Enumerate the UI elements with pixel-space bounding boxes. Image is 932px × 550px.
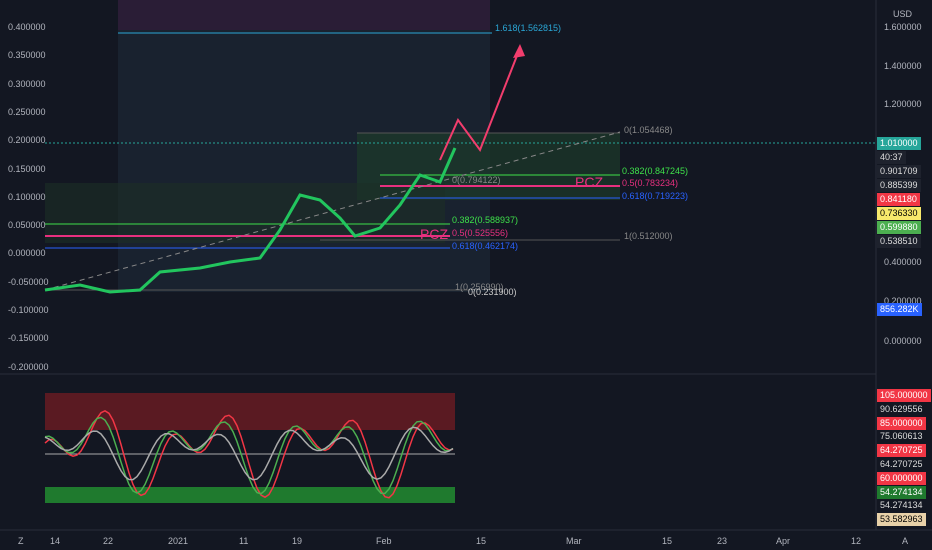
left-axis-label: 0.350000 bbox=[8, 50, 46, 61]
left-axis-label: 0.300000 bbox=[8, 78, 46, 89]
x-axis-label: Apr bbox=[776, 536, 791, 546]
left-axis-label: 0.150000 bbox=[8, 163, 46, 174]
oscillator-tag: 54.274134 bbox=[877, 499, 926, 513]
fib-label: 0.5(0.783234) bbox=[622, 178, 679, 188]
x-axis-label: 19 bbox=[292, 536, 303, 546]
right-axis-label: 1.400000 bbox=[884, 61, 922, 71]
x-axis-label: 11 bbox=[239, 536, 249, 546]
oscillator-tag: 75.060613 bbox=[877, 430, 926, 444]
oscillator-tag: 85.000000 bbox=[877, 416, 926, 430]
overbought-band bbox=[45, 393, 455, 430]
left-axis-label: 0.400000 bbox=[8, 22, 46, 32]
corner-button: A bbox=[902, 536, 909, 546]
oscillator-tag: 53.582963 bbox=[877, 513, 926, 527]
price-tag: 0.599880 bbox=[877, 221, 921, 234]
left-axis-label: 0.100000 bbox=[8, 191, 46, 202]
fib-label: 0.382(0.588937) bbox=[452, 215, 519, 225]
fib-label: 1(0.512000) bbox=[624, 231, 673, 241]
oscillator-tag: 90.629556 bbox=[877, 402, 926, 416]
fib-label: 0.618(0.462174) bbox=[452, 241, 519, 251]
fib-label: 1.618(1.562815) bbox=[495, 23, 562, 33]
right-axis-label: 1.600000 bbox=[884, 22, 922, 32]
price-tag: 0.885399 bbox=[877, 179, 921, 192]
fib-label: 0.382(0.847245) bbox=[622, 166, 689, 176]
oversold-band bbox=[45, 487, 455, 503]
x-axis-label: 12 bbox=[851, 536, 862, 546]
oscillator-tag: 64.270725 bbox=[877, 444, 926, 458]
fib-label: 0(0.231900) bbox=[468, 287, 517, 297]
left-axis-label: 0.250000 bbox=[8, 106, 46, 117]
left-axis-label: -0.200000 bbox=[8, 361, 49, 372]
price-tag: 0.736330 bbox=[877, 207, 921, 220]
arrow-head bbox=[513, 44, 525, 58]
price-tag: 0.841180 bbox=[877, 193, 920, 206]
right-axis-label: 0.400000 bbox=[884, 257, 922, 267]
price-trend bbox=[44, 147, 457, 294]
x-axis-label: 2021 bbox=[168, 536, 189, 546]
oscillator-tag: 64.270725 bbox=[877, 458, 926, 471]
right-axis-label: 0.200000 bbox=[884, 296, 922, 306]
oscillator-line bbox=[44, 410, 454, 499]
projection-arrow bbox=[439, 47, 521, 161]
price-tag: 0.901709 bbox=[877, 165, 921, 178]
x-axis-label: 14 bbox=[50, 536, 61, 546]
left-axis-label: 0.000000 bbox=[8, 248, 46, 259]
right-axis-label: 0.000000 bbox=[884, 336, 922, 346]
left-axis-label: 0.050000 bbox=[8, 220, 46, 231]
x-axis-label: Feb bbox=[376, 536, 392, 546]
annotation: PCZ bbox=[420, 226, 448, 242]
price-tag: 856.282K bbox=[877, 303, 922, 316]
oscillator-line bbox=[44, 426, 454, 481]
zone bbox=[45, 183, 445, 243]
oscillator-tag: 105.000000 bbox=[877, 389, 931, 402]
x-axis-label: 23 bbox=[717, 536, 728, 546]
x-axis-label: 15 bbox=[476, 536, 487, 546]
price-tag: 40:37 bbox=[877, 151, 906, 164]
price-tag: 1.010000 bbox=[877, 137, 921, 150]
oscillator-tag: 60.000000 bbox=[877, 471, 926, 485]
zone bbox=[118, 0, 490, 30]
corner-button: Z bbox=[18, 536, 24, 546]
oscillator bbox=[44, 410, 454, 499]
fib-label: 0.5(0.525556) bbox=[452, 228, 509, 238]
x-axis-label: 15 bbox=[662, 536, 673, 546]
annotation: PCZ bbox=[575, 174, 603, 190]
fib-label: 0(1.054468) bbox=[624, 125, 673, 135]
fib-label: 0(0.794122) bbox=[452, 175, 501, 185]
oscillator-tag: 54.274134 bbox=[877, 485, 926, 499]
right-axis-label: 1.200000 bbox=[884, 99, 922, 109]
left-axis-label: 0.200000 bbox=[8, 135, 46, 146]
currency: USD bbox=[892, 9, 912, 19]
left-axis-label: -0.100000 bbox=[8, 305, 49, 315]
fib-label: 0.618(0.719223) bbox=[622, 191, 689, 201]
left-axis-label: -0.150000 bbox=[8, 333, 49, 344]
price-tag: 0.538510 bbox=[877, 235, 921, 248]
fib-label: 1(0.256990) bbox=[455, 282, 504, 292]
x-axis-label: 22 bbox=[103, 536, 114, 546]
x-axis-label: Mar bbox=[566, 536, 582, 546]
left-axis-label: -0.050000 bbox=[8, 276, 49, 287]
